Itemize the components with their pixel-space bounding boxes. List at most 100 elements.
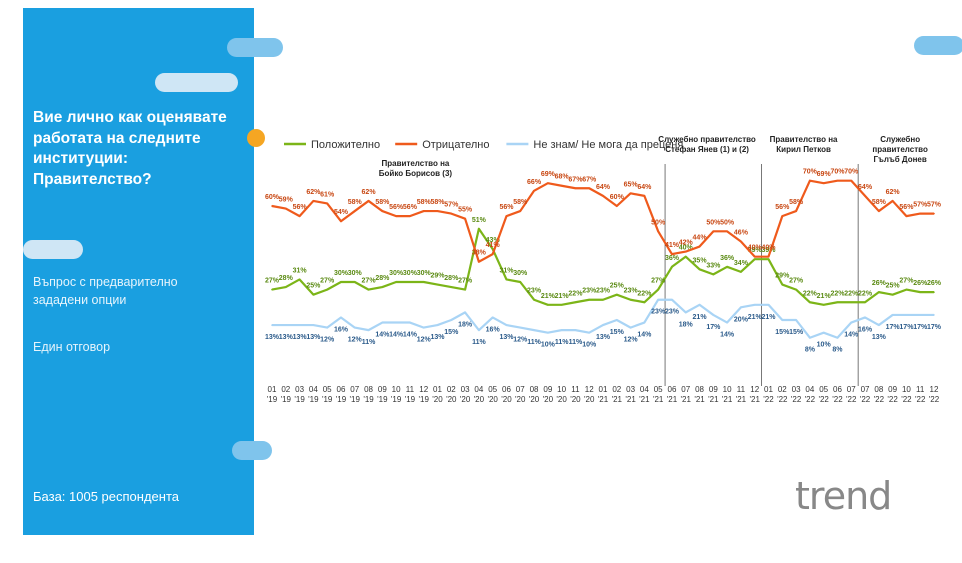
data-label: 21% — [541, 293, 556, 300]
data-label: 41% — [665, 242, 680, 249]
data-label: 58% — [872, 199, 887, 206]
data-label: 22% — [568, 290, 583, 297]
x-tick-label: 05 — [654, 385, 663, 394]
x-tick-label: 02 — [778, 385, 787, 394]
x-tick-label: '20 — [501, 395, 512, 404]
data-point — [698, 304, 701, 306]
data-point — [284, 286, 287, 288]
data-label: 33% — [706, 262, 721, 269]
data-label: 15% — [610, 329, 625, 336]
data-label: 27% — [789, 278, 804, 285]
data-label: 61% — [320, 191, 335, 198]
x-tick-label: 06 — [502, 385, 511, 394]
x-tick-label: '19 — [294, 395, 305, 404]
data-label: 21% — [748, 314, 763, 321]
x-tick-label: '20 — [570, 395, 581, 404]
x-tick-label: 01 — [599, 385, 608, 394]
data-label: 17% — [927, 324, 942, 331]
data-point — [795, 288, 797, 291]
data-label: 29% — [775, 273, 790, 280]
data-label: 13% — [306, 334, 321, 341]
x-tick-label: '22 — [915, 395, 926, 404]
x-tick-label: 01 — [433, 385, 442, 394]
data-label: 27% — [362, 278, 377, 285]
data-point — [684, 311, 687, 314]
data-label: 59% — [279, 197, 294, 204]
data-label: 14% — [637, 332, 652, 339]
data-point — [822, 182, 825, 184]
data-label: 13% — [872, 334, 887, 341]
data-point — [712, 273, 715, 276]
data-point — [878, 324, 880, 326]
x-tick-label: 03 — [792, 385, 801, 394]
trend-logo: trend — [795, 474, 935, 518]
data-point — [312, 293, 315, 296]
data-point — [271, 324, 273, 326]
data-point — [547, 331, 549, 334]
data-label: 22% — [830, 290, 845, 297]
x-tick-label: 04 — [309, 385, 318, 394]
x-tick-label: '19 — [322, 395, 333, 404]
data-label: 28% — [279, 275, 294, 282]
data-point — [767, 258, 770, 260]
data-point — [353, 326, 356, 329]
data-point — [588, 298, 591, 301]
x-tick-label: '22 — [805, 395, 816, 404]
data-point — [795, 210, 797, 212]
data-label: 13% — [265, 334, 280, 341]
x-tick-label: 03 — [626, 385, 635, 394]
data-label: 15% — [444, 329, 459, 336]
data-point — [809, 301, 811, 304]
x-tick-label: '22 — [777, 395, 788, 404]
data-label: 66% — [527, 179, 542, 186]
data-label: 14% — [403, 332, 418, 339]
data-label: 8% — [832, 347, 843, 354]
data-label: 18% — [458, 321, 473, 328]
data-label: 34% — [734, 260, 749, 267]
data-point — [795, 319, 797, 321]
data-point — [643, 301, 646, 304]
x-tick-label: '20 — [446, 395, 457, 404]
data-point — [533, 298, 535, 301]
data-label: 57% — [444, 202, 459, 209]
data-point — [629, 326, 632, 329]
data-point — [615, 205, 618, 207]
data-point — [436, 324, 439, 326]
data-point — [740, 306, 742, 309]
data-label: 27% — [320, 278, 335, 285]
data-point — [409, 281, 411, 283]
x-tick-label: 12 — [585, 385, 594, 394]
period-annotation: Стефан Янев (1) и (2) — [665, 145, 749, 154]
period-annotation: Правителство на — [770, 135, 838, 144]
data-label: 22% — [858, 290, 873, 297]
data-label: 57% — [927, 202, 942, 209]
data-label: 11% — [555, 339, 569, 346]
data-point — [312, 200, 315, 202]
x-tick-label: '20 — [460, 395, 471, 404]
data-point — [767, 255, 770, 258]
data-point — [326, 288, 328, 291]
data-point — [284, 207, 287, 210]
data-label: 15% — [789, 329, 804, 336]
data-label: 58% — [430, 199, 445, 206]
x-tick-label: 10 — [902, 385, 911, 394]
data-label: 8% — [805, 347, 816, 354]
data-label: 20% — [734, 316, 749, 323]
data-point — [547, 304, 549, 306]
data-point — [878, 291, 880, 293]
data-point — [657, 298, 659, 301]
data-point — [340, 281, 342, 283]
data-point — [409, 321, 411, 324]
legend-label: Положително — [311, 139, 380, 151]
data-point — [615, 293, 618, 296]
data-point — [478, 228, 480, 230]
data-label: 25% — [306, 283, 321, 290]
x-tick-label: 01 — [268, 385, 277, 394]
data-label: 17% — [913, 324, 928, 331]
data-label: 12% — [513, 337, 528, 344]
question-title: Вие лично как оценявате работата на след… — [33, 109, 227, 188]
data-point — [781, 283, 784, 286]
x-tick-label: '21 — [722, 395, 733, 404]
data-point — [519, 210, 522, 212]
data-point — [753, 304, 756, 306]
